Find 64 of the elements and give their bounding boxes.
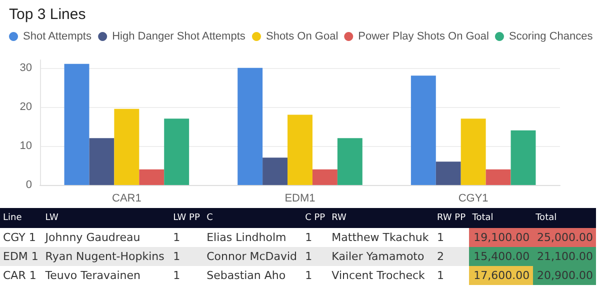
text: Kailer Yamamoto — [332, 250, 424, 263]
legend-label: Power Play Shots On Goal — [358, 30, 489, 42]
text: 1 — [305, 250, 312, 263]
bar — [164, 118, 190, 185]
text: Matthew Tkachuk — [332, 231, 429, 244]
y-tick-label: 0 — [26, 179, 32, 191]
bar — [262, 158, 288, 185]
text: 2 — [437, 250, 444, 263]
text: 1 — [437, 231, 444, 244]
category-label: RW PP — [434, 208, 470, 228]
y-tick-label: 30 — [20, 62, 32, 74]
text: 1 — [173, 231, 180, 244]
category-label: CGY 1 — [3, 231, 36, 244]
bar — [510, 130, 536, 185]
bar — [312, 169, 338, 185]
legend-label: High Danger Shot Attempts — [112, 30, 246, 42]
bar — [89, 138, 114, 185]
text: 25,000.00 — [537, 231, 593, 244]
text: 1 — [305, 231, 312, 244]
text: 15,400.00 — [474, 250, 530, 263]
bar — [410, 76, 436, 185]
text: 17,600.00 — [474, 269, 530, 282]
legend-label: Shots On Goal — [266, 30, 338, 42]
bar — [337, 138, 362, 185]
text: Connor McDavid — [206, 250, 298, 263]
category-label: Total — [532, 208, 596, 228]
bar — [139, 169, 164, 185]
text: 21,100.00 — [537, 250, 593, 263]
category-label: Total — [469, 208, 533, 228]
text: Teuvo Teravainen — [45, 269, 141, 282]
text: 1 — [173, 250, 180, 263]
category-label: CAR 1 — [3, 269, 36, 282]
category-label: C PP — [302, 208, 329, 228]
category-label: LW PP — [170, 208, 204, 228]
category-label: C — [204, 208, 302, 228]
chart-title: Top 3 Lines — [9, 6, 86, 23]
bar — [114, 108, 140, 185]
text: Johnny Gaudreau — [45, 231, 140, 244]
legend-label: Scoring Chances — [508, 30, 594, 42]
x-tick-label: EDM1 — [284, 192, 316, 204]
x-tick-label: CGY1 — [458, 192, 488, 204]
text: 1 — [437, 269, 444, 282]
category-label: LW — [42, 208, 170, 228]
text: 1 — [173, 269, 180, 282]
text: Elias Lindholm — [206, 231, 286, 244]
category-label: EDM 1 — [3, 250, 38, 263]
legend-label: Shot Attempts — [23, 30, 92, 42]
bar — [486, 169, 511, 185]
text: Sebastian Aho — [206, 269, 286, 282]
bar — [238, 68, 263, 185]
category-label: Line — [0, 208, 42, 228]
bar — [436, 162, 461, 185]
text: 1 — [305, 269, 312, 282]
x-tick-label: CAR1 — [112, 192, 142, 204]
text: 19,100.00 — [474, 231, 530, 244]
category-label: RW — [328, 208, 434, 228]
bar — [288, 114, 312, 185]
y-tick-label: 20 — [20, 100, 32, 113]
bar — [64, 64, 90, 185]
text: Ryan Nugent-Hopkins — [45, 250, 164, 263]
bar — [460, 118, 486, 185]
text: 20,900.00 — [537, 269, 593, 282]
y-tick-label: 10 — [20, 140, 32, 152]
text: Vincent Trocheck — [332, 269, 425, 282]
